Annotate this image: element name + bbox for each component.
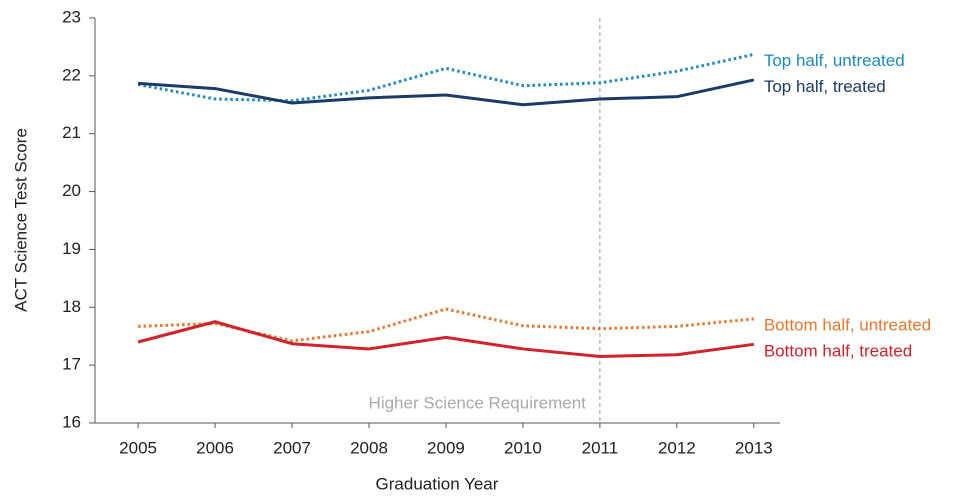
y-tick-label: 23 [62,7,81,26]
y-tick-label: 17 [62,355,81,374]
legend-label: Bottom half, untreated [764,315,931,334]
x-tick-label: 2008 [350,438,388,457]
x-tick-label: 2010 [504,438,542,457]
x-tick-label: 2013 [735,438,773,457]
series-line [137,320,755,358]
x-tick-label: 2011 [582,438,619,457]
y-tick-label: 22 [62,65,81,84]
y-tick-label: 18 [62,297,81,316]
y-tick-label: 20 [62,181,81,200]
y-tick-label: 16 [62,412,81,431]
annotation: Higher Science Requirement [369,393,587,412]
series-line [137,78,755,107]
x-tick-label: 2012 [658,438,696,457]
x-tick-label: 2005 [119,438,157,457]
y-axis-label: ACT Science Test Score [11,128,30,312]
legend-label: Top half, treated [764,77,886,96]
x-tick-label: 2009 [427,438,465,457]
y-tick-label: 21 [62,123,81,142]
x-axis-label: Graduation Year [376,474,499,493]
x-tick-label: 2007 [273,438,311,457]
legend-label: Bottom half, treated [764,341,912,360]
series-line [138,307,754,343]
x-tick-label: 2006 [196,438,234,457]
y-tick-label: 19 [62,239,81,258]
legend-label: Top half, untreated [764,51,905,70]
